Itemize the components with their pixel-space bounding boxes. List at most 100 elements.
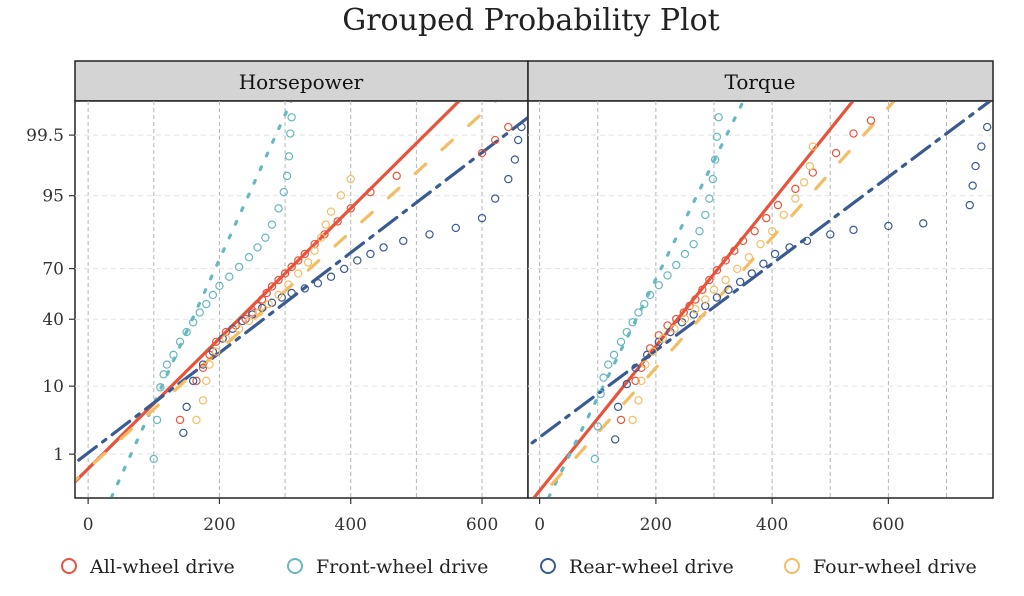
data-point — [504, 174, 513, 184]
data-point — [634, 308, 643, 317]
data-point — [253, 243, 262, 252]
data-point — [254, 308, 264, 317]
x-tick-label: 400 — [756, 515, 788, 535]
data-point — [689, 310, 698, 319]
y-tick-label: 1 — [53, 445, 64, 465]
data-point — [198, 360, 208, 369]
data-point — [610, 435, 620, 444]
data-point — [724, 285, 733, 294]
strip-label-torque: Torque — [725, 70, 796, 94]
data-point — [831, 148, 841, 158]
data-point — [977, 142, 986, 151]
data-point — [756, 239, 765, 249]
x-tick-label: 200 — [640, 515, 672, 535]
data-point — [353, 256, 362, 265]
data-point — [310, 246, 319, 255]
x-tick-label: 0 — [534, 515, 545, 535]
data-point — [971, 161, 980, 171]
data-point — [339, 264, 349, 274]
data-point — [705, 275, 714, 285]
data-point — [705, 194, 714, 203]
data-point — [826, 230, 835, 239]
data-point — [477, 148, 487, 158]
data-point — [225, 272, 234, 281]
data-point — [982, 122, 992, 132]
data-point — [221, 327, 231, 337]
data-point — [637, 376, 646, 386]
data-point — [622, 327, 632, 337]
data-point — [477, 213, 487, 223]
data-point — [205, 360, 214, 369]
data-point — [313, 279, 323, 288]
data-point — [284, 280, 293, 289]
legend: All-wheel drive Front-wheel drive Rear-whe… — [61, 556, 977, 578]
data-point — [640, 299, 649, 309]
data-point — [805, 161, 815, 171]
data-point — [750, 226, 759, 236]
data-point — [267, 220, 277, 229]
data-point — [346, 204, 355, 213]
data-point — [701, 295, 710, 304]
data-point — [274, 275, 283, 285]
data-point — [799, 178, 809, 187]
data-point — [244, 252, 254, 262]
data-point — [658, 334, 668, 343]
data-point — [316, 233, 326, 242]
data-point — [708, 174, 718, 184]
data-point — [670, 324, 679, 333]
data-point — [802, 236, 812, 246]
data-point — [849, 129, 858, 138]
x-tick-label: 200 — [203, 515, 235, 535]
legend-marker — [784, 558, 800, 574]
strip-label-horsepower: Horsepower — [239, 70, 364, 94]
data-point — [701, 301, 710, 311]
data-point — [152, 415, 162, 425]
data-point — [631, 376, 640, 386]
data-point — [785, 243, 794, 252]
data-point — [211, 337, 221, 347]
data-point — [599, 373, 608, 382]
grid-torque — [528, 101, 993, 498]
data-point — [218, 334, 227, 343]
data-point — [399, 236, 408, 246]
data-point — [238, 316, 247, 326]
x-tick-label: 0 — [83, 515, 94, 535]
data-point — [762, 213, 771, 223]
data-point — [326, 272, 336, 281]
data-point — [346, 174, 355, 184]
data-point — [672, 260, 681, 270]
plot-area-torque — [527, 100, 994, 499]
data-point — [175, 415, 185, 425]
x-axes: 0 200 400 600 0 200 400 600 — [83, 498, 905, 535]
data-point — [284, 152, 294, 161]
data-point — [310, 239, 319, 249]
data-point — [192, 415, 201, 425]
data-point — [451, 223, 460, 233]
x-tick-label: 600 — [466, 515, 498, 535]
data-point — [714, 113, 723, 122]
data-point — [641, 360, 650, 369]
data-point — [616, 415, 626, 425]
data-point — [326, 207, 336, 216]
data-point — [613, 402, 623, 412]
data-point — [261, 233, 270, 242]
panel-torque: Torque — [527, 60, 994, 499]
data-point — [490, 135, 500, 145]
data-point — [202, 376, 211, 386]
strip-horsepower — [74, 60, 529, 102]
plot-area-horsepower — [74, 100, 529, 499]
data-point — [274, 204, 283, 213]
fit-line-rear-wheel-drive — [76, 116, 527, 465]
y-tick-label: 70 — [42, 260, 64, 280]
data-point — [663, 271, 672, 280]
data-point — [517, 122, 526, 132]
data-point — [333, 217, 342, 226]
data-point — [321, 220, 330, 229]
data-point — [195, 308, 204, 317]
data-point — [654, 280, 663, 290]
data-point — [234, 324, 244, 333]
data-point — [770, 249, 780, 259]
data-point — [264, 299, 273, 309]
data-point — [849, 225, 858, 235]
